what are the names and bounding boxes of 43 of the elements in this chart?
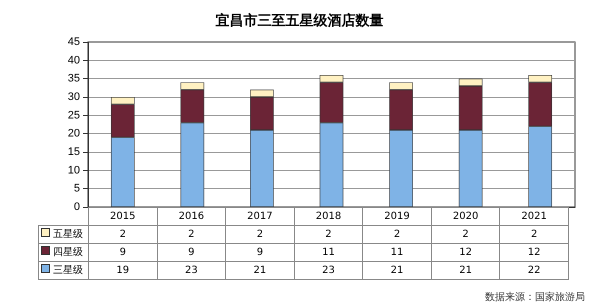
data-label: 19 bbox=[88, 262, 158, 280]
source-note: 数据来源：国家旅游局 bbox=[485, 292, 585, 304]
y-tick-label: 30 bbox=[68, 91, 80, 103]
x-tick-label: 2017 bbox=[226, 208, 294, 226]
y-tick-label: 10 bbox=[68, 164, 80, 176]
x-tick-label: 2021 bbox=[500, 208, 568, 226]
y-tick-label: 25 bbox=[68, 109, 80, 122]
y-tick-label: 45 bbox=[68, 36, 80, 48]
data-label: 22 bbox=[500, 262, 568, 280]
y-tick-label: 15 bbox=[68, 146, 80, 158]
legend-label: 三星级 bbox=[38, 262, 88, 280]
data-label: 21 bbox=[226, 262, 294, 280]
x-tick-label: 2016 bbox=[157, 208, 226, 226]
data-label: 2 bbox=[294, 226, 363, 244]
data-label: 9 bbox=[88, 244, 158, 262]
data-label: 21 bbox=[362, 262, 432, 280]
y-tick-label: 35 bbox=[68, 72, 80, 85]
data-label: 2 bbox=[362, 226, 432, 244]
y-tick-label: 20 bbox=[68, 128, 80, 140]
legend-label: 五星级 bbox=[38, 226, 88, 244]
data-label: 12 bbox=[431, 244, 500, 262]
legend-label: 四星级 bbox=[38, 244, 88, 262]
data-label: 2 bbox=[500, 226, 568, 244]
data-label: 9 bbox=[157, 244, 226, 262]
data-label: 2 bbox=[431, 226, 500, 244]
data-label: 23 bbox=[294, 262, 363, 280]
x-tick-label: 2018 bbox=[294, 208, 363, 226]
y-tick-label: 5 bbox=[74, 182, 80, 195]
data-label: 21 bbox=[431, 262, 500, 280]
data-label: 2 bbox=[157, 226, 226, 244]
data-label: 2 bbox=[88, 226, 158, 244]
y-tick-label: 40 bbox=[68, 54, 80, 66]
x-tick-label: 2020 bbox=[431, 208, 500, 226]
data-label: 11 bbox=[294, 244, 363, 262]
x-tick-label: 2019 bbox=[362, 208, 432, 226]
data-label: 2 bbox=[226, 226, 294, 244]
x-tick-label: 2015 bbox=[88, 208, 158, 226]
data-label: 23 bbox=[157, 262, 226, 280]
data-label: 12 bbox=[500, 244, 568, 262]
chart-title: 宜昌市三至五星级酒店数量 bbox=[216, 12, 384, 28]
y-tick-label: 0 bbox=[74, 201, 80, 213]
data-label: 9 bbox=[226, 244, 294, 262]
data-label: 11 bbox=[362, 244, 432, 262]
